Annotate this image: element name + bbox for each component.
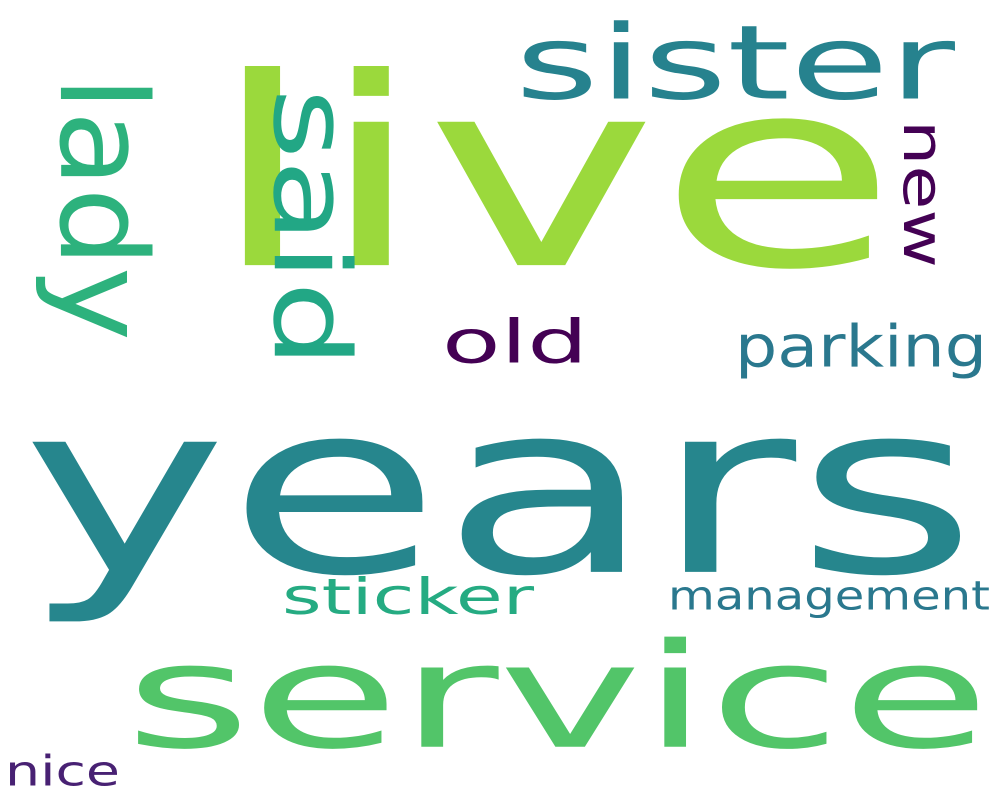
word-old: old bbox=[442, 306, 588, 377]
word-management: management bbox=[668, 572, 990, 620]
word-sister: sister bbox=[515, 2, 955, 124]
word-lady: lady bbox=[32, 76, 173, 341]
word-new: new bbox=[890, 120, 957, 268]
word-years: years bbox=[22, 350, 977, 630]
word-parking: parking bbox=[735, 312, 987, 381]
word-nice: nice bbox=[5, 746, 121, 796]
word-sticker: sticker bbox=[282, 567, 534, 626]
word-service: service bbox=[125, 611, 990, 782]
word-live: live bbox=[208, 21, 898, 328]
word-said: said bbox=[249, 88, 373, 368]
